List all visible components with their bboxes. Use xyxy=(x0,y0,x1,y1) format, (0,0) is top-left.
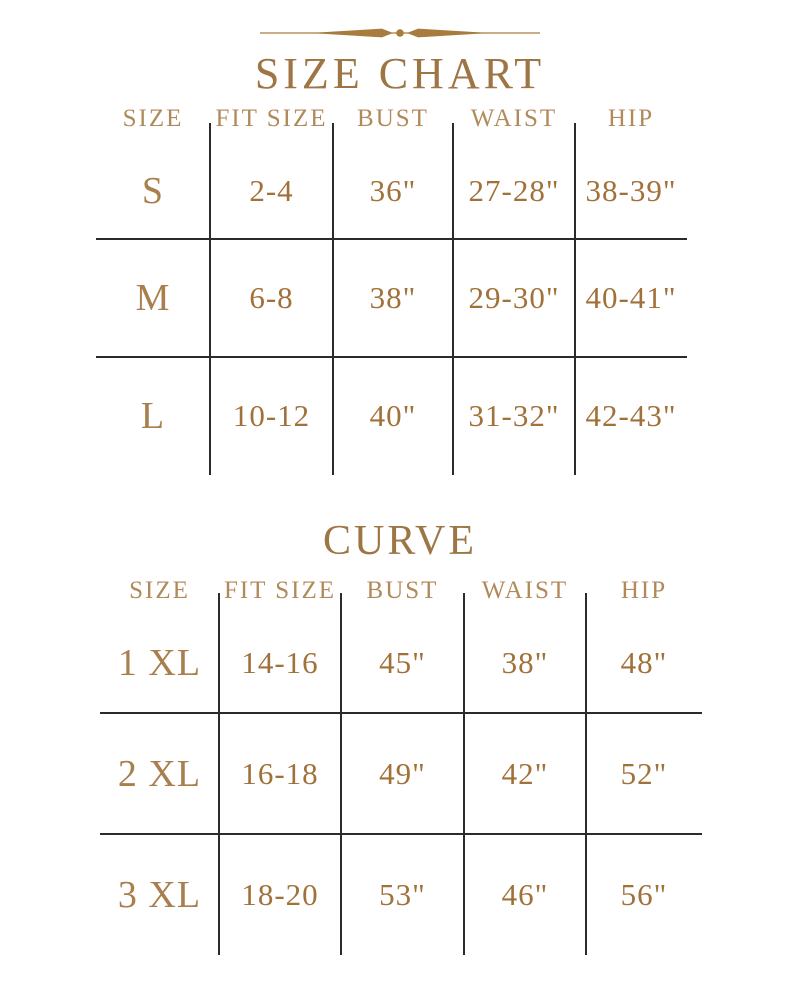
table-vline xyxy=(574,123,576,475)
table-vline xyxy=(332,123,334,475)
table-cell-waist: 42" xyxy=(501,755,549,791)
table-cell-size: M xyxy=(135,277,171,319)
table-cell-size: 3 XL xyxy=(117,873,202,916)
table-cell-bust: 36" xyxy=(369,173,417,208)
table-cell-fit: 6-8 xyxy=(249,280,294,315)
table-cell-fit: 2-4 xyxy=(249,173,294,208)
col-header-waist: WAIST xyxy=(470,105,558,132)
table-cell-hip: 40-41" xyxy=(585,280,677,315)
table-cell-hip: 38-39" xyxy=(585,173,677,208)
table-cell-fit: 18-20 xyxy=(241,876,319,912)
table-cell-waist: 38" xyxy=(501,645,549,680)
table-cell-waist: 27-28" xyxy=(468,173,560,208)
table-cell-bust: 53" xyxy=(379,876,426,912)
curve-table: SIZE FIT SIZE BUST WAIST HIP 1 XL 14-16 … xyxy=(100,577,702,955)
col-header-fit-size: FIT SIZE xyxy=(215,105,328,132)
col-header-hip: HIP xyxy=(607,105,655,132)
table-cell-hip: 48" xyxy=(620,645,668,680)
table-vline xyxy=(218,593,220,955)
curve-section-title: CURVE xyxy=(323,518,477,564)
col-header-bust: BUST xyxy=(366,577,439,604)
page-title: SIZE CHART xyxy=(254,49,546,98)
table-cell-waist: 46" xyxy=(501,876,549,912)
table-cell-size: 2 XL xyxy=(117,752,202,795)
table-hline xyxy=(100,712,702,714)
ornament-divider-icon xyxy=(260,28,540,38)
table-cell-size: L xyxy=(140,395,166,437)
table-cell-hip: 42-43" xyxy=(585,398,677,433)
table-cell-hip: 56" xyxy=(620,876,668,912)
table-hline xyxy=(96,238,687,240)
col-header-size: SIZE xyxy=(122,105,184,132)
table-vline xyxy=(585,593,587,955)
table-hline xyxy=(96,356,687,358)
table-cell-hip: 52" xyxy=(620,755,668,791)
table-cell-fit: 16-18 xyxy=(241,755,319,791)
table-cell-bust: 45" xyxy=(379,645,426,680)
table-vline xyxy=(463,593,465,955)
table-vline xyxy=(452,123,454,475)
col-header-waist: WAIST xyxy=(481,577,569,604)
table-cell-bust: 49" xyxy=(379,755,426,791)
size-chart-table: SIZE FIT SIZE BUST WAIST HIP S 2-4 36" 2… xyxy=(96,105,687,475)
table-cell-waist: 29-30" xyxy=(468,280,560,315)
table-hline xyxy=(100,833,702,835)
table-vline xyxy=(209,123,211,475)
col-header-fit-size: FIT SIZE xyxy=(223,577,337,604)
table-cell-bust: 40" xyxy=(369,398,417,433)
col-header-size: SIZE xyxy=(129,577,190,604)
table-cell-fit: 14-16 xyxy=(241,645,319,680)
table-cell-bust: 38" xyxy=(369,280,417,315)
table-cell-waist: 31-32" xyxy=(468,398,560,433)
table-cell-size: 1 XL xyxy=(117,642,202,684)
col-header-bust: BUST xyxy=(357,105,429,132)
table-cell-size: S xyxy=(141,170,165,212)
table-vline xyxy=(340,593,342,955)
table-cell-fit: 10-12 xyxy=(232,398,311,433)
col-header-hip: HIP xyxy=(620,577,668,604)
